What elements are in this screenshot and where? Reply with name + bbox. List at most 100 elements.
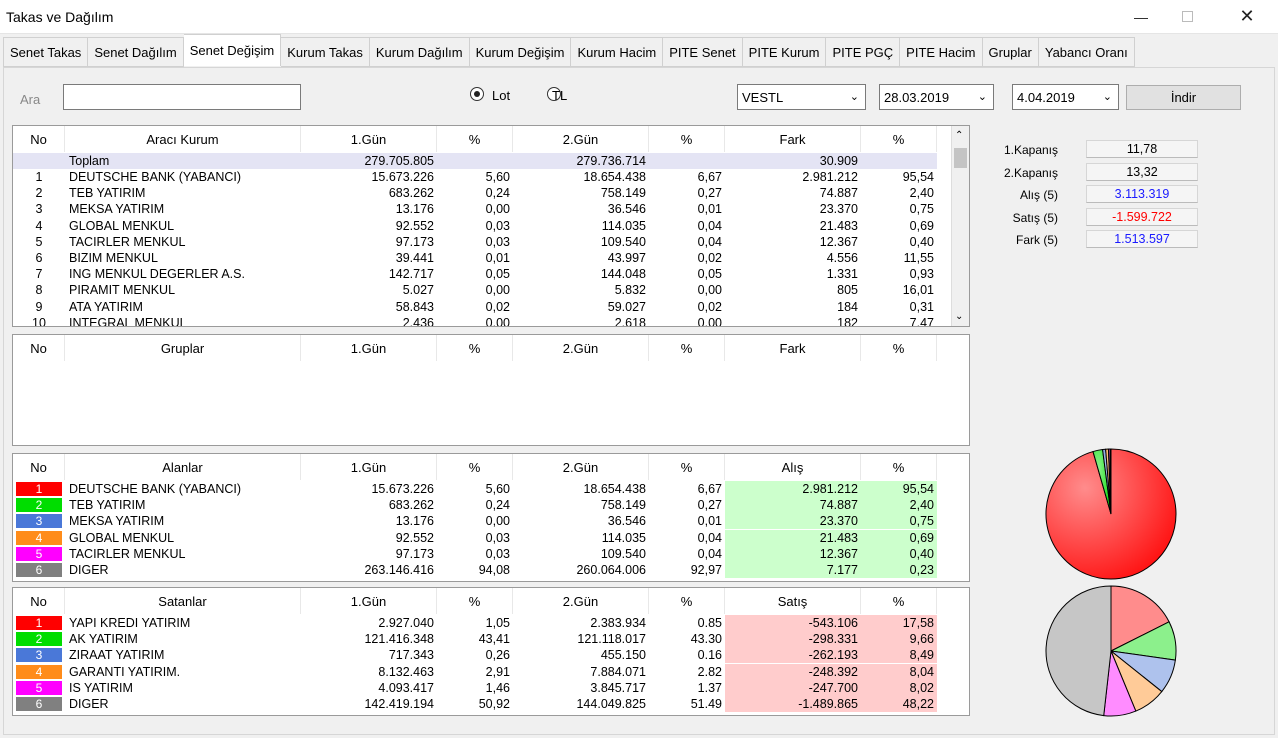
table-row[interactable]: 9 ATA YATIRIM 58.843 0,02 59.027 0,02 184 0,31 (13, 299, 937, 315)
column-header[interactable]: 1.Gün (301, 126, 437, 152)
table-cell: 8.132.463 (378, 664, 434, 679)
table-row[interactable]: 1 DEUTSCHE BANK (YABANCI) 15.673.226 5,60 18… (13, 481, 937, 497)
radio-lot[interactable] (470, 87, 484, 101)
column-header[interactable]: Aracı Kurum (65, 126, 301, 152)
column-header[interactable]: Alanlar (65, 454, 301, 480)
tab-senet-takas[interactable]: Senet Takas (3, 37, 89, 67)
tab-gruplar[interactable]: Gruplar (982, 37, 1039, 67)
table-row[interactable]: 3 MEKSA YATIRIM 13.176 0,00 36.546 0,01 23.370… (13, 201, 937, 217)
column-header[interactable]: % (861, 588, 937, 614)
column-header[interactable]: Satanlar (65, 588, 301, 614)
table-cell: 97.173 (395, 234, 434, 249)
total-row[interactable]: Toplam 279.705.805 279.736.714 30.909 (13, 153, 937, 169)
table-row[interactable]: 6 BIZIM MENKUL 39.441 0,01 43.997 0,02 4.556 11… (13, 250, 937, 266)
tab-pite-senet[interactable]: PITE Senet (663, 37, 743, 67)
column-header[interactable]: 1.Gün (301, 588, 437, 614)
table-row[interactable]: 6 DIGER 263.146.416 94,08 260.064.006 92,97 7.… (13, 562, 937, 578)
table-row[interactable]: 10 INTEGRAL MENKUL 2.436 0,00 2.618 0,00 182 7,… (13, 315, 937, 326)
table-row[interactable]: 5 TACIRLER MENKUL 97.173 0,03 109.540 0,04 12.… (13, 234, 937, 250)
column-header[interactable]: 2.Gün (513, 335, 649, 361)
table-row[interactable]: 4 GLOBAL MENKUL 92.552 0,03 114.035 0,04 21.48… (13, 218, 937, 234)
column-header[interactable]: Alış (725, 454, 861, 480)
download-button[interactable]: İndir (1126, 85, 1241, 110)
tab-pite-pg-[interactable]: PITE PGÇ (826, 37, 901, 67)
scroll-down-icon[interactable]: ⌄ (955, 311, 964, 322)
column-header[interactable]: 1.Gün (301, 335, 437, 361)
table-row[interactable]: 6 DIGER 142.419.194 50,92 144.049.825 51.49 -1… (13, 696, 937, 712)
column-header[interactable]: No (13, 454, 65, 480)
table-row[interactable]: 5 TACIRLER MENKUL 97.173 0,03 109.540 0,04 12.… (13, 545, 937, 562)
tab-kurum-de-i-im[interactable]: Kurum Değişim (469, 37, 572, 67)
tab-kurum-da-l-m[interactable]: Kurum Dağılım (369, 37, 470, 67)
column-header[interactable]: Gruplar (65, 335, 301, 361)
column-header[interactable]: % (437, 588, 513, 614)
tab-senet-de-i-im[interactable]: Senet Değişim (183, 34, 282, 66)
tab-yabanc-oran-[interactable]: Yabancı Oranı (1038, 37, 1135, 67)
column-header[interactable]: % (861, 126, 937, 152)
column-header[interactable]: % (437, 454, 513, 480)
scroll-up-icon[interactable]: ⌃ (955, 130, 964, 141)
sellers-table: No Satanlar 1.Gün% 2.Gün% Satış% 1 YAPI KREDI … (12, 587, 970, 716)
table-row[interactable]: 1 DEUTSCHE BANK (YABANCI) 15.673.226 5,60 18… (13, 169, 937, 185)
table-cell: 0,01 (697, 202, 722, 217)
column-header[interactable]: % (437, 126, 513, 152)
table-row[interactable]: 3 MEKSA YATIRIM 13.176 0,00 36.546 0,01 23.370… (13, 513, 937, 530)
column-header[interactable]: % (437, 335, 513, 361)
radio-tl[interactable] (547, 87, 562, 101)
column-header[interactable]: 2.Gün (513, 454, 649, 480)
minimize-button[interactable]: — (1118, 0, 1164, 33)
table-cell: 74.887 (725, 497, 861, 514)
column-header[interactable]: No (13, 588, 65, 614)
column-header[interactable]: 2.Gün (513, 126, 649, 152)
maximize-button[interactable] (1164, 0, 1210, 33)
table-row[interactable]: 2 AK YATIRIM 121.416.348 43,41 121.118.017 43… (13, 631, 937, 648)
symbol-select[interactable]: VESTL ⌄ (737, 84, 866, 110)
tab-kurum-hacim[interactable]: Kurum Hacim (571, 37, 664, 67)
main-table-scrollbar[interactable]: ⌃ ⌄ (951, 126, 969, 326)
table-row[interactable]: 4 GARANTI YATIRIM. 8.132.463 2,91 7.884.071 2… (13, 663, 937, 680)
column-header[interactable]: 1.Gün (301, 454, 437, 480)
table-cell: DIGER (69, 697, 109, 711)
table-cell: 4 (13, 530, 65, 546)
column-header[interactable]: Satış (725, 588, 861, 614)
table-row[interactable]: 7 ING MENKUL DEGERLER A.S. 142.717 0,05 144.… (13, 266, 937, 282)
rank-badge: 3 (16, 514, 62, 529)
column-header[interactable]: No (13, 335, 65, 361)
column-header[interactable]: % (649, 335, 725, 361)
column-header[interactable]: % (861, 335, 937, 361)
tab-pite-hacim[interactable]: PITE Hacim (900, 37, 983, 67)
column-header[interactable]: Fark (725, 126, 861, 152)
column-header[interactable]: No (13, 126, 65, 152)
table-row[interactable]: 2 TEB YATIRIM 683.262 0,24 758.149 0,27 74.887… (13, 185, 937, 201)
date1-picker[interactable]: 28.03.2019 ⌄ (879, 84, 994, 110)
table-cell: 5.832 (614, 283, 646, 298)
table-cell: 184 (837, 299, 858, 314)
column-header[interactable]: Fark (725, 335, 861, 361)
table-row[interactable]: 3 ZIRAAT YATIRIM 717.343 0,26 455.150 0.16 -26… (13, 647, 937, 664)
table-row[interactable]: 8 PIRAMIT MENKUL 5.027 0,00 5.832 0,00 805 16,0… (13, 282, 937, 298)
scroll-thumb[interactable] (954, 148, 967, 168)
table-cell: 94,08 (478, 563, 510, 577)
column-header[interactable]: 2.Gün (513, 588, 649, 614)
column-header[interactable]: % (649, 454, 725, 480)
tab-senet-da-l-m[interactable]: Senet Dağılım (88, 37, 184, 67)
table-row[interactable]: 1 YAPI KREDI YATIRIM 2.927.040 1,05 2.383.93… (13, 615, 937, 631)
table-cell: 12.367 (819, 234, 858, 249)
table-row[interactable]: 2 TEB YATIRIM 683.262 0,24 758.149 0,27 74.887… (13, 497, 937, 514)
summary-value: 13,32 (1086, 162, 1198, 181)
column-header[interactable]: % (649, 588, 725, 614)
table-cell: 0,27 (697, 498, 722, 513)
table-cell: 144.049.825 (576, 697, 646, 711)
table-row[interactable]: 5 IS YATIRIM 4.093.417 1,46 3.845.717 1.37 -24… (13, 679, 937, 696)
date2-picker[interactable]: 4.04.2019 ⌄ (1012, 84, 1119, 110)
tab-kurum-takas[interactable]: Kurum Takas (281, 37, 370, 67)
table-cell: 4 (35, 218, 43, 233)
table-cell: 142.717 (388, 267, 434, 282)
close-button[interactable]: ✕ (1224, 0, 1270, 33)
column-header[interactable]: % (649, 126, 725, 152)
search-input[interactable] (63, 84, 301, 110)
column-header[interactable]: % (861, 454, 937, 480)
table-cell: 2.981.212 (725, 481, 861, 497)
tab-pite-kurum[interactable]: PITE Kurum (742, 37, 827, 67)
table-row[interactable]: 4 GLOBAL MENKUL 92.552 0,03 114.035 0,04 21.48… (13, 529, 937, 546)
